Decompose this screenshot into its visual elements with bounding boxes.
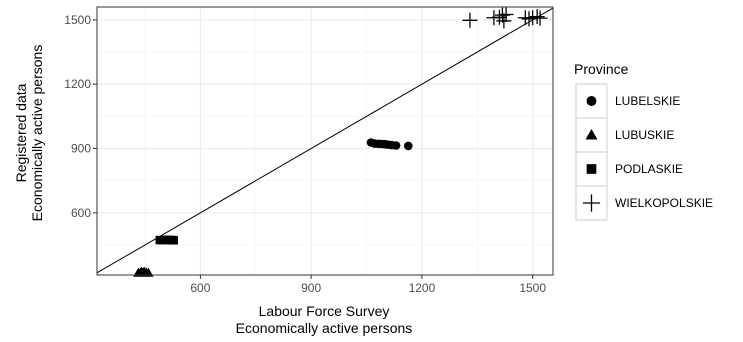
point-wielkopolskie [532, 10, 548, 26]
data-points [133, 7, 548, 277]
legend-symbol-wielkopolskie [582, 194, 601, 212]
legend: Province LUBELSKIE LUBUSKIE PODLASKIE WIELK… [574, 61, 713, 221]
point-lubelskie [403, 141, 413, 151]
major-gridlines [97, 7, 553, 275]
y-tick-label: 900 [71, 142, 91, 156]
point-lubuskie [143, 267, 154, 277]
axis-tick-labels: 600 900 1200 1500 600 900 1200 1500 [64, 13, 546, 295]
x-tick-label: 1500 [519, 281, 546, 295]
legend-label-wielkopolskie: WIELKOPOLSKIE [615, 196, 713, 210]
y-tick-label: 1200 [64, 77, 91, 91]
point-wielkopolskie [462, 12, 478, 28]
point-wielkopolskie [498, 7, 514, 23]
x-axis-title-line2: Economically active persons [236, 320, 413, 336]
legend-label-lubuskie: LUBUSKIE [615, 128, 674, 142]
axis-ticks [93, 19, 534, 279]
legend-symbol-lubuskie [585, 129, 598, 140]
x-axis-title-line1: Labour Force Survey [259, 303, 390, 319]
y-tick-label: 600 [71, 206, 91, 220]
legend-symbol-lubelskie [586, 96, 597, 106]
y-axis-title-line1: Registered data [13, 83, 29, 182]
point-wielkopolskie [496, 13, 512, 29]
x-tick-label: 900 [301, 281, 321, 295]
x-tick-label: 600 [190, 281, 210, 295]
y-axis-title-line2: Economically active persons [29, 45, 45, 222]
plot-border [96, 6, 554, 276]
point-lubelskie [391, 141, 401, 150]
point-wielkopolskie [529, 9, 545, 25]
legend-symbol-podlaskie [586, 164, 597, 174]
legend-title: Province [574, 61, 629, 77]
legend-label-podlaskie: PODLASKIE [615, 162, 683, 176]
y-tick-label: 1500 [64, 13, 91, 27]
legend-label-lubelskie: LUBELSKIE [615, 94, 680, 108]
point-podlaskie [169, 236, 178, 245]
identity-reference-line [96, 7, 554, 274]
x-tick-label: 1200 [409, 281, 436, 295]
